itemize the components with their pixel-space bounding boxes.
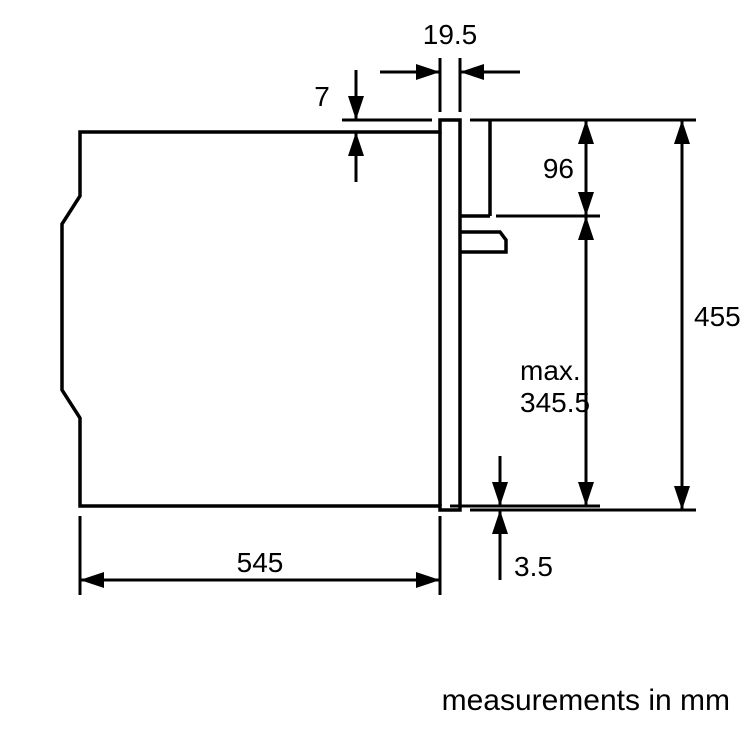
dim-3-5: 3.5 (492, 456, 553, 582)
units-note: measurements in mm (442, 684, 730, 717)
dim-7: 7 (314, 70, 432, 182)
dim-19-5-label: 19.5 (423, 19, 478, 50)
dim-455: 455 (470, 120, 741, 510)
dim-max-345-5: max. 345.5 (450, 216, 600, 506)
technical-drawing: 545 19.5 7 96 455 (0, 0, 750, 750)
dim-max-line2: 345.5 (520, 387, 590, 418)
dim-3-5-label: 3.5 (514, 551, 553, 582)
dim-545: 545 (80, 516, 440, 595)
appliance-outline (62, 120, 506, 510)
dim-max-line1: max. (520, 355, 581, 386)
dim-19-5: 19.5 (380, 19, 520, 112)
dim-96-label: 96 (543, 153, 574, 184)
dim-7-label: 7 (314, 81, 330, 112)
dim-455-label: 455 (694, 301, 741, 332)
dim-545-label: 545 (237, 547, 284, 578)
